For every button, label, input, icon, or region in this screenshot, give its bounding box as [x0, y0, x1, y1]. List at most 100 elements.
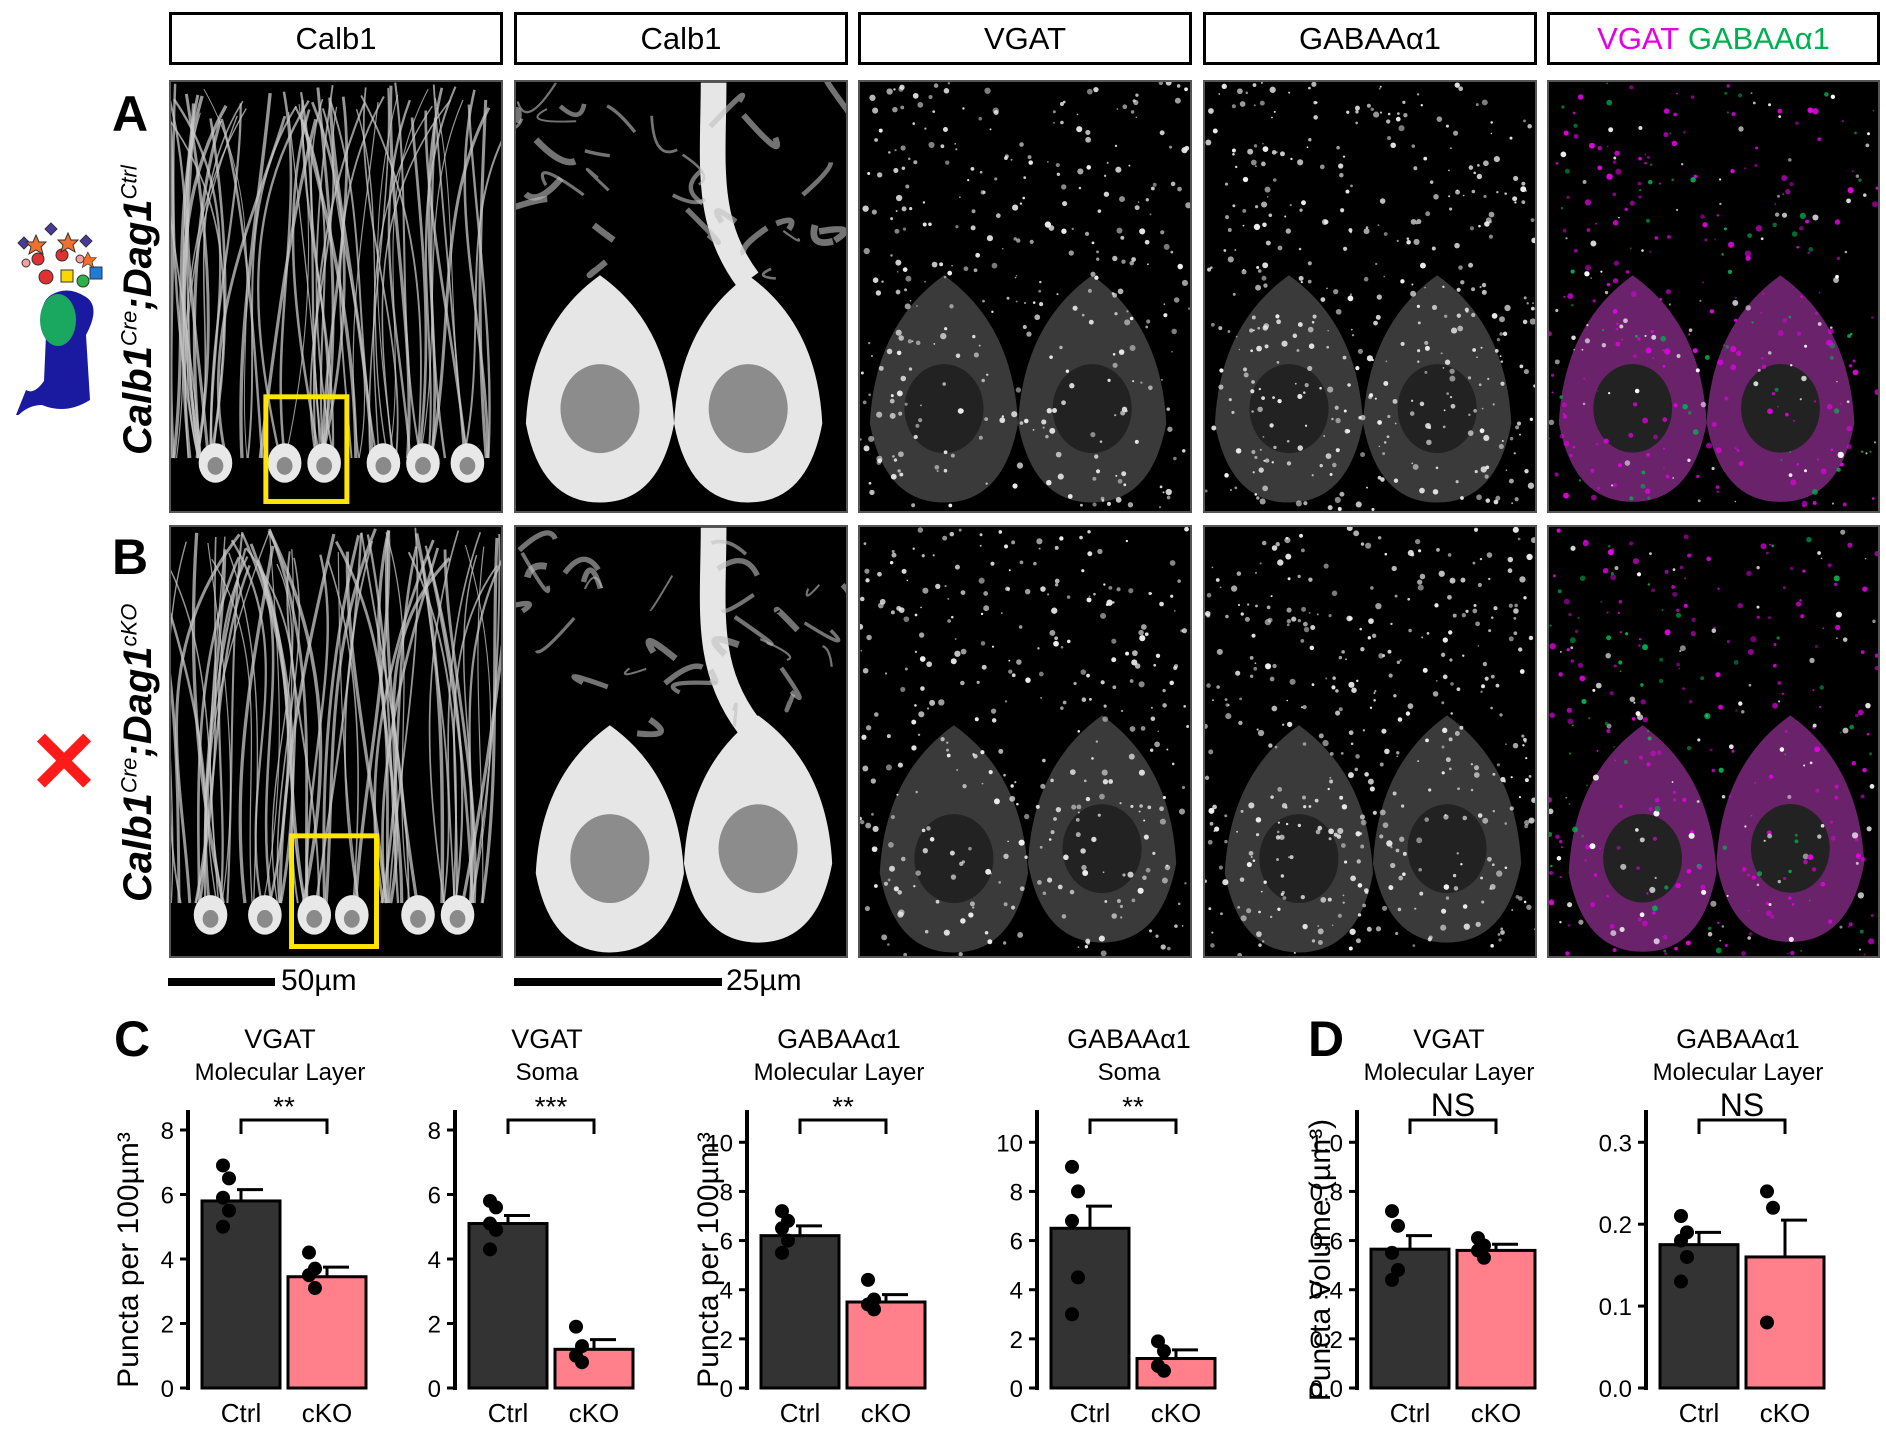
header-text: VGAT — [983, 20, 1067, 56]
chart-ytick-label: 0.1 — [1599, 1294, 1632, 1321]
chart-point — [569, 1319, 583, 1334]
micrograph-cko-gaba — [1203, 525, 1537, 958]
chart-bar-ctrl — [1369, 1247, 1451, 1390]
chart-significance-bracket — [239, 1118, 329, 1134]
chart-xtick-label: cKO — [1471, 1398, 1522, 1428]
chart-xtick-label: Ctrl — [221, 1398, 261, 1428]
chart-title: VGAT — [511, 1024, 583, 1054]
chart-ytick-label: 0.2 — [1599, 1212, 1632, 1239]
gene1: Calb1 — [116, 793, 160, 902]
chart-significance-label: NS — [1431, 1087, 1475, 1123]
chart-xtick-label: Ctrl — [1390, 1398, 1430, 1428]
chart-ytick-label: 8 — [1010, 1179, 1023, 1206]
chart-ytick-label: 0.6 — [1310, 1229, 1343, 1256]
chart-xtick-label: cKO — [1760, 1398, 1811, 1428]
chart-point — [775, 1221, 789, 1236]
chart-subtitle: Molecular Layer — [754, 1059, 925, 1086]
chart-significance-bracket — [506, 1118, 596, 1134]
chart-bar-cko — [553, 1347, 635, 1390]
chart-ytick-label: 8 — [161, 1118, 174, 1145]
panel-label-a: A — [112, 86, 149, 142]
sep: ; — [116, 297, 160, 311]
chart-xtick-label: cKO — [861, 1398, 912, 1428]
micrograph-ctrl-vgat — [858, 80, 1192, 513]
chart-point — [222, 1203, 236, 1218]
gene2: Dag1 — [116, 199, 160, 298]
chart-ytick-label: 6 — [428, 1183, 441, 1210]
chart-ytick-label: 10 — [706, 1130, 733, 1157]
chart-point — [483, 1242, 497, 1257]
chart-significance-label: NS — [1720, 1087, 1764, 1123]
chart-ytick-label: 0.3 — [1599, 1130, 1632, 1157]
chart-point — [1760, 1184, 1774, 1199]
chart-point — [1391, 1218, 1405, 1233]
chart-bar-cko — [1744, 1255, 1826, 1390]
chart-ytick-label: 0.4 — [1310, 1278, 1343, 1305]
sup2: Ctrl — [116, 165, 142, 200]
chart-ylabel: Puncta per 100µm³ — [112, 1132, 145, 1388]
chart-xtick-label: Ctrl — [780, 1398, 820, 1428]
chart-bar-ctrl — [467, 1222, 549, 1390]
chart-subtitle: Molecular Layer — [1653, 1059, 1824, 1086]
chart-title: GABAAα1 — [777, 1024, 901, 1054]
chart-point — [781, 1233, 795, 1248]
chart-significance-bracket — [1408, 1118, 1498, 1134]
micrograph-ctrl-merge — [1547, 80, 1880, 513]
header-text: Calb1 — [295, 20, 377, 56]
chart-ytick-label: 0 — [428, 1376, 441, 1403]
chart-title: VGAT — [1413, 1024, 1485, 1054]
chart-ytick-label: 8 — [428, 1118, 441, 1145]
chart-point — [302, 1245, 316, 1260]
scale-bar-25 — [514, 978, 722, 986]
panel-label-c: C — [114, 1011, 151, 1067]
chart-ylabel: Puncta Volume (µm³) — [1304, 1119, 1337, 1401]
chart-ytick-label: 2 — [161, 1312, 174, 1339]
purkinje-cell-glycan-icon — [16, 222, 103, 415]
micrograph-cko-calb1-overview — [169, 525, 503, 958]
chart-point — [489, 1222, 503, 1237]
gene1: Calb1 — [116, 346, 160, 455]
chart-point — [489, 1200, 503, 1215]
micrograph-ctrl-gaba — [1203, 80, 1537, 513]
gene2: Dag1 — [116, 646, 160, 745]
chart-title: VGAT — [244, 1024, 316, 1054]
chart-point — [1477, 1250, 1491, 1265]
chart-ytick-label: 0.0 — [1599, 1376, 1632, 1403]
micrograph-ctrl-calb1-zoom — [514, 80, 848, 513]
micrograph-ctrl-calb1-overview — [169, 80, 503, 513]
chart-ytick-label: 10 — [996, 1130, 1023, 1157]
chart-xtick-label: Ctrl — [1070, 1398, 1110, 1428]
chart-significance-label: ** — [832, 1091, 854, 1122]
chart-bar-cko — [1135, 1357, 1217, 1390]
panel-label-d: D — [1308, 1011, 1345, 1067]
chart-ytick-label: 0.0 — [1310, 1376, 1343, 1403]
chart-point — [1157, 1363, 1171, 1378]
chart-ytick-label: 0 — [720, 1376, 733, 1403]
chart-significance-bracket — [1697, 1118, 1787, 1134]
chart-ytick-label: 4 — [428, 1247, 441, 1274]
chart-bar-cko — [845, 1300, 927, 1390]
chart-significance-label: ** — [1122, 1091, 1144, 1122]
chart-ytick-label: 2 — [720, 1327, 733, 1354]
header-vgat: VGAT — [858, 12, 1192, 65]
header-merge-vgat: VGAT — [1597, 20, 1680, 56]
sep: ; — [116, 744, 160, 758]
chart-significance-bracket — [1088, 1118, 1178, 1134]
sup1: Cre — [116, 757, 142, 794]
chart-ytick-label: 2 — [1010, 1327, 1023, 1354]
micrograph-cko-merge — [1547, 525, 1880, 958]
chart-ytick-label: 4 — [720, 1278, 733, 1305]
chart-point — [1385, 1245, 1399, 1260]
chart-point — [1071, 1270, 1085, 1285]
chart-ytick-label: 2 — [428, 1312, 441, 1339]
header-calb1-overview: Calb1 — [169, 12, 503, 65]
chart-significance-label: ** — [273, 1091, 295, 1122]
chart-subtitle: Soma — [1098, 1059, 1161, 1086]
chart-subtitle: Molecular Layer — [1364, 1059, 1535, 1086]
chart-bar-ctrl — [200, 1199, 282, 1390]
scale-bar-50 — [168, 978, 275, 986]
chart-point — [216, 1219, 230, 1234]
chart-ytick-label: 6 — [720, 1229, 733, 1256]
chart-ytick-label: 1.0 — [1310, 1130, 1343, 1157]
chart-point — [1760, 1315, 1774, 1330]
